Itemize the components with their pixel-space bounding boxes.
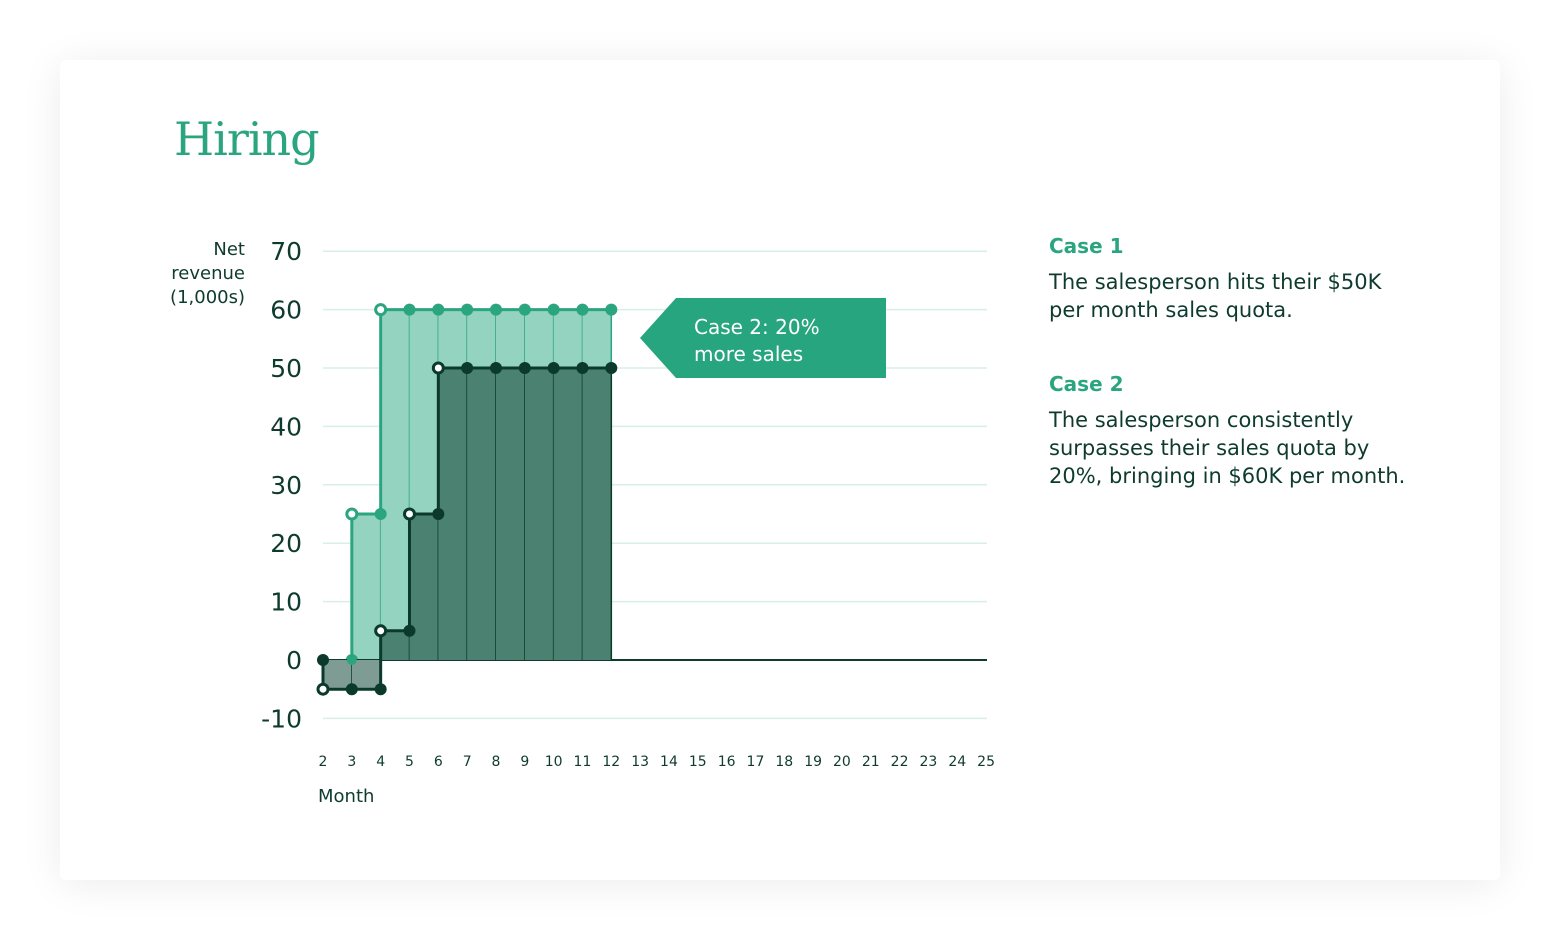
x-tick-label: 19 — [804, 754, 822, 770]
case1-area — [553, 368, 583, 660]
case2-point — [374, 508, 387, 520]
case1-point — [345, 683, 358, 696]
annotation-text: more sales — [694, 342, 803, 366]
case1-area — [582, 368, 612, 660]
case1-point — [316, 682, 330, 696]
case1-point — [518, 362, 531, 374]
case1-point — [489, 362, 502, 374]
case2-point — [432, 303, 445, 316]
x-tick-label: 17 — [747, 754, 765, 770]
y-tick-label: 50 — [270, 354, 302, 383]
y-axis-label: (1,000s) — [170, 287, 245, 308]
x-tick-label: 21 — [862, 754, 880, 770]
legend-case-1: Case 1 The salesperson hits their $50K p… — [1049, 234, 1409, 324]
case2-area — [351, 514, 381, 660]
case1-point — [403, 624, 416, 637]
case1-point — [432, 508, 445, 520]
x-tick-label: 23 — [920, 754, 938, 770]
y-tick-label: -10 — [261, 704, 302, 733]
case1-area — [323, 660, 352, 690]
x-tick-label: 25 — [977, 754, 995, 770]
case-2-text: The salesperson consistently surpasses t… — [1049, 408, 1406, 488]
case1-point — [461, 362, 474, 374]
case-2-heading: Case 2 — [1049, 372, 1124, 396]
case1-area — [467, 368, 496, 660]
case1-point — [317, 654, 329, 666]
case1-point — [431, 361, 445, 375]
case2-point — [518, 303, 531, 316]
y-tick-label: 30 — [270, 471, 302, 500]
x-tick-label: 24 — [948, 754, 966, 770]
case1-area — [351, 660, 381, 690]
case-1-text: The salesperson hits their $50K per mont… — [1049, 270, 1382, 322]
y-axis-label: revenue — [171, 263, 245, 284]
x-tick-label: 14 — [660, 754, 678, 770]
x-axis-label: Month — [318, 786, 374, 807]
case1-area — [524, 368, 554, 660]
y-tick-label: 40 — [270, 412, 302, 441]
case2-point — [346, 655, 357, 665]
x-tick-label: 11 — [574, 754, 592, 770]
case1-point — [402, 507, 416, 521]
y-axis-label: Net — [213, 239, 245, 260]
x-tick-label: 2 — [319, 754, 328, 770]
page-title: Hiring — [174, 112, 320, 166]
y-tick-label: 60 — [270, 296, 302, 325]
case1-area — [495, 368, 525, 660]
case1-area — [380, 630, 410, 660]
x-tick-label: 22 — [891, 754, 909, 770]
x-tick-label: 3 — [347, 754, 356, 770]
case-1-heading: Case 1 — [1049, 234, 1124, 258]
x-tick-label: 12 — [602, 754, 620, 770]
x-tick-label: 4 — [376, 754, 385, 770]
annotation-text: Case 2: 20% — [694, 315, 820, 339]
case1-point — [547, 362, 560, 374]
y-tick-label: 70 — [270, 237, 302, 266]
case2-point — [576, 303, 589, 316]
x-tick-label: 18 — [775, 754, 793, 770]
y-tick-label: 10 — [270, 588, 302, 617]
legend-case-2: Case 2 The salesperson consistently surp… — [1049, 372, 1409, 490]
x-tick-label: 9 — [520, 754, 529, 770]
case1-point — [605, 362, 618, 374]
case2-point — [403, 303, 416, 316]
x-tick-label: 15 — [689, 754, 707, 770]
x-tick-label: 7 — [463, 754, 472, 770]
x-tick-label: 10 — [545, 754, 563, 770]
x-tick-label: 20 — [833, 754, 851, 770]
case1-point — [374, 683, 387, 696]
case2-point — [489, 303, 502, 316]
x-tick-label: 6 — [434, 754, 443, 770]
x-tick-label: 13 — [631, 754, 649, 770]
case1-point — [374, 624, 388, 638]
card — [60, 60, 1500, 880]
case1-area — [409, 514, 439, 660]
case2-point — [345, 507, 359, 521]
y-tick-label: 0 — [286, 646, 302, 675]
annotation-callout — [640, 298, 886, 378]
case2-point — [374, 303, 388, 317]
case2-area — [380, 309, 410, 660]
y-tick-label: 20 — [270, 529, 302, 558]
case2-point — [461, 303, 474, 316]
case2-point — [547, 303, 560, 316]
case2-point — [605, 303, 618, 316]
case1-point — [576, 362, 589, 374]
x-tick-label: 5 — [405, 754, 414, 770]
x-tick-label: 16 — [718, 754, 736, 770]
x-tick-label: 8 — [492, 754, 501, 770]
